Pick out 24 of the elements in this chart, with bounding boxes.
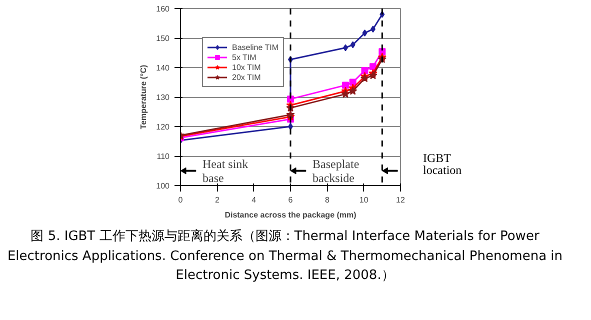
- x-tick-label: 2: [214, 196, 220, 204]
- legend-label: Baseline TIM: [232, 42, 279, 52]
- y-tick-label: 150: [156, 34, 170, 43]
- x-axis-title: Distance across the package (mm): [224, 210, 357, 220]
- x-tick-label: 4: [252, 196, 257, 204]
- legend-label: 5x TIM: [232, 52, 256, 62]
- y-tick-label: 100: [156, 182, 170, 190]
- y-tick-label: 130: [156, 93, 170, 102]
- legend-label: 10x TIM: [232, 62, 261, 72]
- x-tick-label: 8: [324, 196, 330, 204]
- annotation: Baseplate backside: [312, 156, 360, 185]
- x-tick-label: 12: [396, 196, 406, 204]
- text: IGBT location: [423, 151, 462, 177]
- annotation: Heat sink base: [202, 156, 248, 185]
- y-axis-title: Temperature (°C): [139, 64, 148, 130]
- legend-label: 20x TIM: [232, 72, 261, 82]
- y-tick-label: 120: [156, 122, 170, 132]
- y-tick-label: 140: [156, 64, 170, 72]
- y-tick-label: 160: [156, 4, 170, 14]
- x-tick-label: 6: [288, 196, 294, 204]
- x-tick-label: 10: [359, 196, 369, 204]
- x-tick-label: 0: [178, 196, 184, 204]
- caption: 图 5. IGBT 工作下热源与距离的关系（图源：Thermal Interface Materials for Power Electronics Applications. Conference on Thermal & Thermomechanical Phenomena in Electronic Systems. IEEE, 2008.）: [6, 228, 564, 285]
- y-tick-label: 110: [156, 152, 170, 161]
